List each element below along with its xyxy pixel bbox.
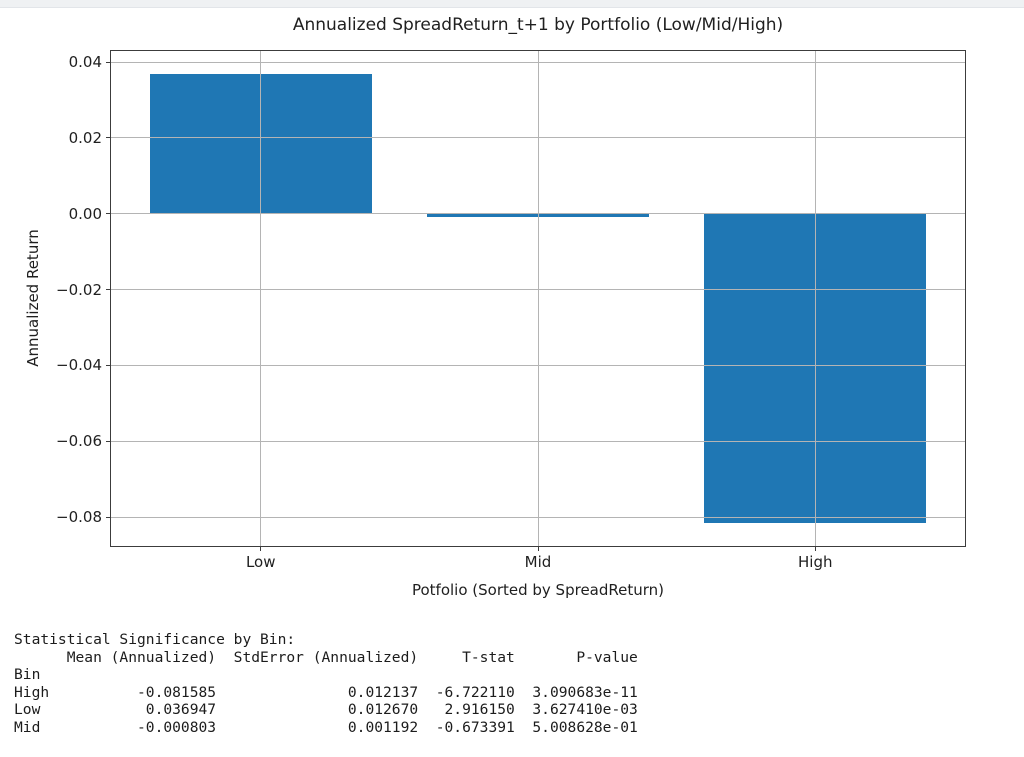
y-axis-label: Annualized Return xyxy=(24,229,42,367)
chart-title: Annualized SpreadReturn_t+1 by Portfolio… xyxy=(292,15,784,35)
x-tick-mark xyxy=(260,547,262,551)
y-tick-label: 0.00 xyxy=(68,204,102,223)
y-tick-label: −0.04 xyxy=(56,356,102,375)
y-tick-label: 0.02 xyxy=(68,128,102,147)
x-axis-label: Potfolio (Sorted by SpreadReturn) xyxy=(411,581,665,599)
console-output: Statistical Significance by Bin: Mean (A… xyxy=(14,631,638,736)
v-gridline xyxy=(537,51,539,546)
y-tick-mark xyxy=(106,137,110,139)
y-tick-label: −0.08 xyxy=(56,508,102,527)
y-tick-mark xyxy=(106,440,110,442)
x-tick-mark xyxy=(814,547,816,551)
y-tick-mark xyxy=(106,213,110,215)
v-gridline xyxy=(260,51,262,546)
y-tick-label: −0.02 xyxy=(56,280,102,299)
y-tick-mark xyxy=(106,516,110,518)
y-tick-label: 0.04 xyxy=(68,52,102,71)
v-gridline xyxy=(814,51,816,546)
x-tick-label: Mid xyxy=(524,553,552,571)
top-strip xyxy=(0,0,1024,8)
y-tick-mark xyxy=(106,61,110,63)
plot-area: 0.04 0.02 0.00 −0.02 −0.04 −0.06 −0.08 Low Mid Hi… xyxy=(56,50,966,571)
y-tick-label: −0.06 xyxy=(56,432,102,451)
x-tick-label: Low xyxy=(245,553,276,571)
x-tick-label: High xyxy=(798,553,833,571)
y-tick-mark xyxy=(106,364,110,366)
x-tick-mark xyxy=(537,547,539,551)
y-tick-mark xyxy=(106,289,110,291)
